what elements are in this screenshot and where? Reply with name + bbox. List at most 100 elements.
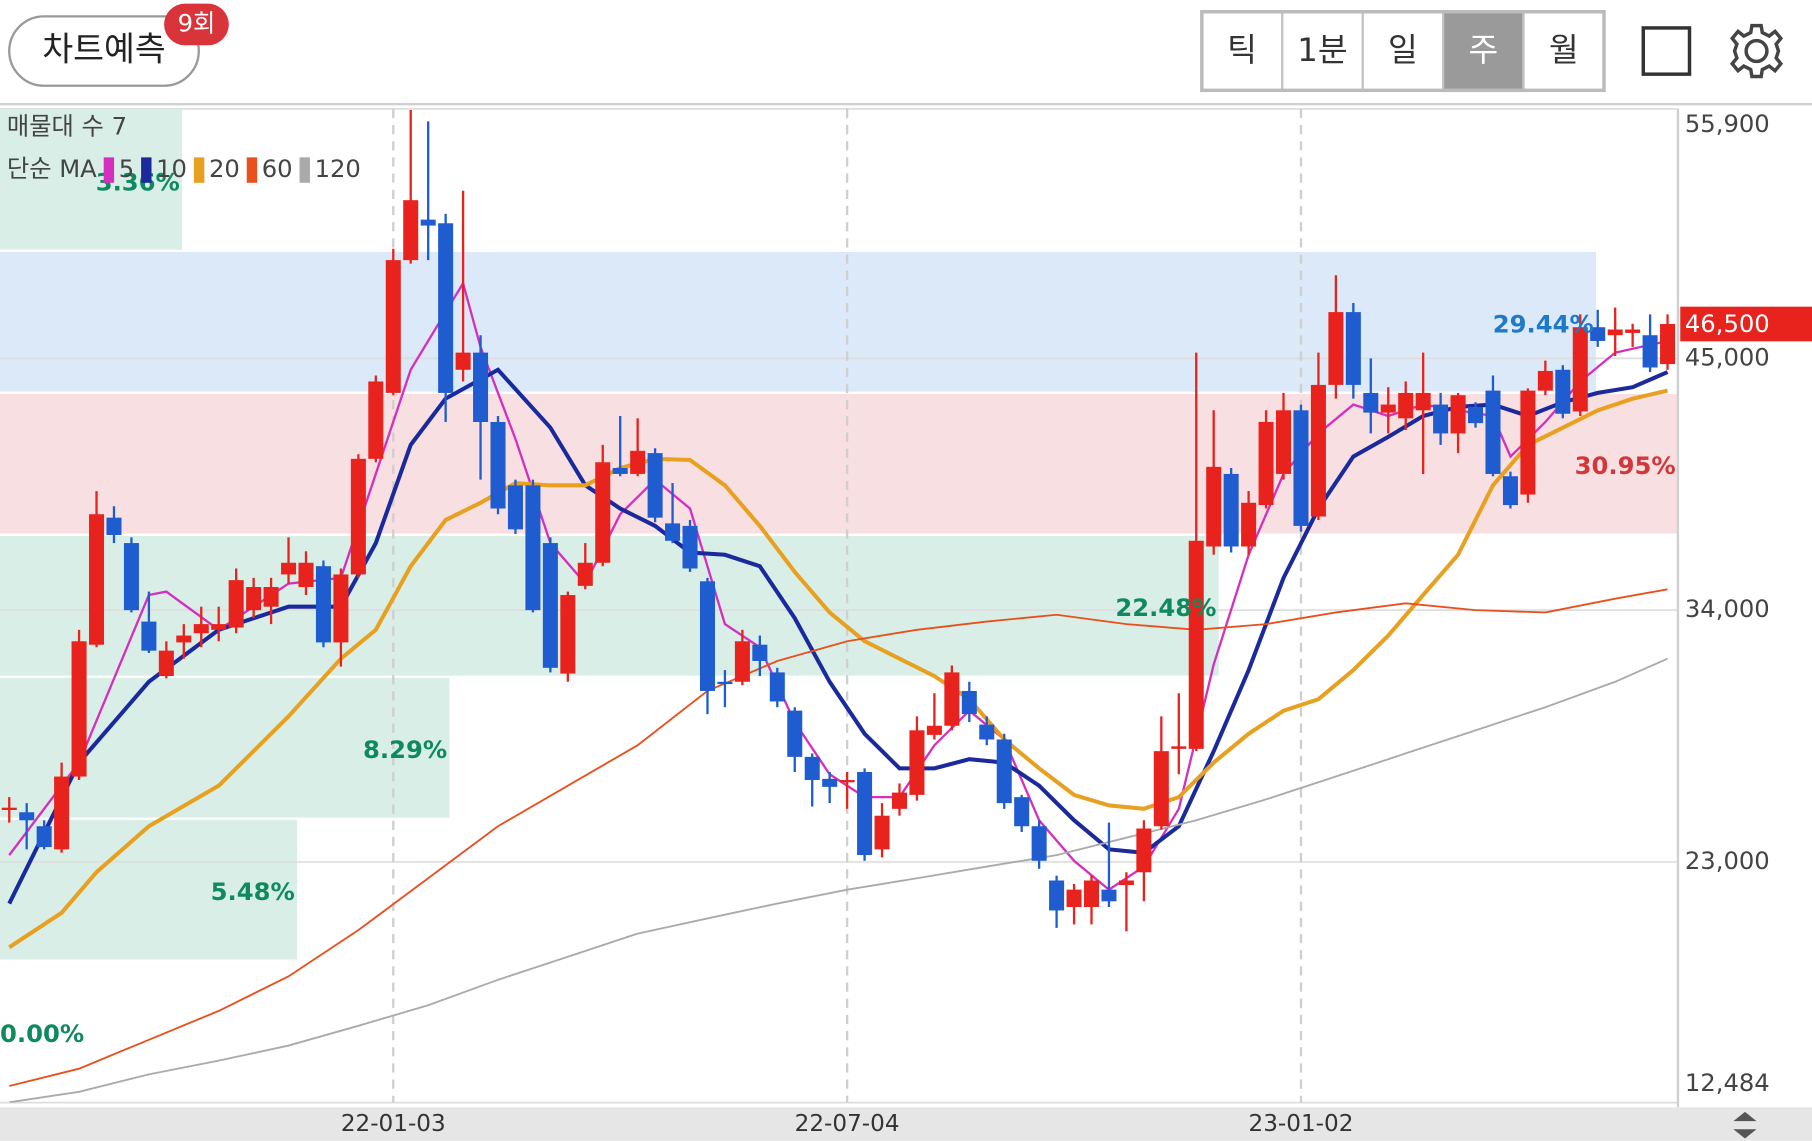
candle-body xyxy=(1118,880,1134,886)
period-label: 월 xyxy=(1549,31,1579,69)
period-label: 틱 xyxy=(1227,31,1257,69)
legend-label: 5 xyxy=(119,154,134,183)
axes: 12,484 23,000 34,000 45,000 55,900 22-01-03 22… xyxy=(341,109,1812,1137)
legend-label: 10 xyxy=(156,154,187,183)
candle-body xyxy=(1520,390,1536,495)
candle-body xyxy=(1363,392,1379,413)
x-axis-strip xyxy=(0,1107,1812,1141)
candle-body xyxy=(1660,324,1676,365)
candle-body xyxy=(996,739,1012,804)
predict-button[interactable] xyxy=(8,15,200,87)
gear xyxy=(1730,23,1784,79)
candle-body xyxy=(193,624,209,634)
candle-body xyxy=(752,644,768,661)
gear-hole xyxy=(1744,38,1769,64)
candle-body xyxy=(1642,335,1658,368)
candle-body xyxy=(804,756,820,780)
candle-body xyxy=(228,580,244,628)
candle-body xyxy=(874,815,890,850)
candle-body xyxy=(822,778,838,787)
candle-body xyxy=(717,681,733,685)
candle-body xyxy=(385,260,401,393)
y-tick-label: 34,000 xyxy=(1685,594,1770,623)
period-button[interactable] xyxy=(1281,10,1364,92)
candle-body xyxy=(350,458,366,575)
period-selector: 틱 1분 일 주 월 xyxy=(1200,10,1606,93)
candle-body xyxy=(1276,410,1292,474)
volume-label: 29.44% xyxy=(1493,309,1594,338)
candle-body xyxy=(612,467,628,474)
candle-body xyxy=(1310,384,1326,517)
candle-body xyxy=(1171,746,1187,749)
y-tick-label: 12,484 xyxy=(1685,1068,1770,1097)
candle-body xyxy=(123,543,139,611)
candle-body xyxy=(1101,889,1117,902)
candle-body xyxy=(1450,395,1466,434)
candle-body xyxy=(1136,828,1152,873)
candle-body xyxy=(909,730,925,795)
price-tag-label: 46,500 xyxy=(1685,309,1770,338)
candle-body xyxy=(944,672,960,726)
candle-body xyxy=(857,771,873,856)
candle-body xyxy=(961,690,977,715)
candle-body xyxy=(1083,880,1100,908)
candle-body xyxy=(1153,751,1169,827)
candle-body xyxy=(1293,410,1309,526)
candle-body xyxy=(106,517,122,536)
x-tick-label: 22-01-03 xyxy=(341,1111,446,1137)
volume-label: 30.95% xyxy=(1575,451,1676,480)
candle-body xyxy=(507,485,523,530)
candle-body xyxy=(1433,404,1449,434)
candle-body xyxy=(630,450,646,474)
settings-icon[interactable] xyxy=(1730,23,1784,79)
candle-body xyxy=(403,200,419,261)
candle-body xyxy=(1625,329,1641,333)
candle-body xyxy=(141,621,157,651)
legend-label: 60 xyxy=(262,154,293,183)
candle-body xyxy=(682,525,698,569)
ma-line xyxy=(9,657,1668,1103)
candle-body xyxy=(769,672,785,702)
legend-swatch xyxy=(299,157,310,183)
x-tick-label: 22-07-04 xyxy=(795,1111,900,1137)
candle-body xyxy=(89,514,105,645)
badge xyxy=(164,3,229,46)
candle-body xyxy=(1502,476,1518,506)
candle-body xyxy=(1049,880,1065,911)
candle-body xyxy=(19,812,35,821)
period-label: 일 xyxy=(1388,31,1418,69)
y-tick-label: 55,900 xyxy=(1685,109,1770,138)
candle-body xyxy=(647,453,663,518)
candle-body xyxy=(71,641,87,777)
price-tag xyxy=(1680,306,1812,342)
candle-body xyxy=(1345,312,1361,385)
candle-body xyxy=(1380,404,1396,413)
candle-body xyxy=(595,462,611,563)
scroll-icon[interactable] xyxy=(1733,1111,1757,1139)
candle-body xyxy=(438,223,454,393)
period-label: 주 xyxy=(1468,31,1498,69)
checkbox[interactable] xyxy=(1641,26,1692,76)
y-tick-label: 45,000 xyxy=(1685,342,1770,371)
legend-swatch xyxy=(246,157,258,183)
candle-body xyxy=(1241,502,1257,547)
candle-body xyxy=(1468,406,1484,424)
volume-label: 5.48% xyxy=(211,877,295,906)
candle-body xyxy=(926,725,942,735)
ma-line xyxy=(9,588,1668,1087)
legend-swatch xyxy=(141,157,152,183)
candle-body xyxy=(839,779,855,783)
candle-body xyxy=(1328,312,1344,385)
candle-body xyxy=(1188,540,1204,749)
candle-body xyxy=(1206,466,1222,547)
candle-body xyxy=(473,352,489,422)
period-label: 1분 xyxy=(1297,31,1347,69)
candle-body xyxy=(298,562,314,588)
ma-line xyxy=(8,388,1669,950)
candle-body xyxy=(211,624,227,630)
labels: 0.00%5.48%8.29%22.48%30.95%29.44%3.36%매물… xyxy=(0,111,1676,1048)
candle-body xyxy=(246,587,262,611)
candle-body xyxy=(577,562,593,586)
candle-body xyxy=(368,381,384,459)
